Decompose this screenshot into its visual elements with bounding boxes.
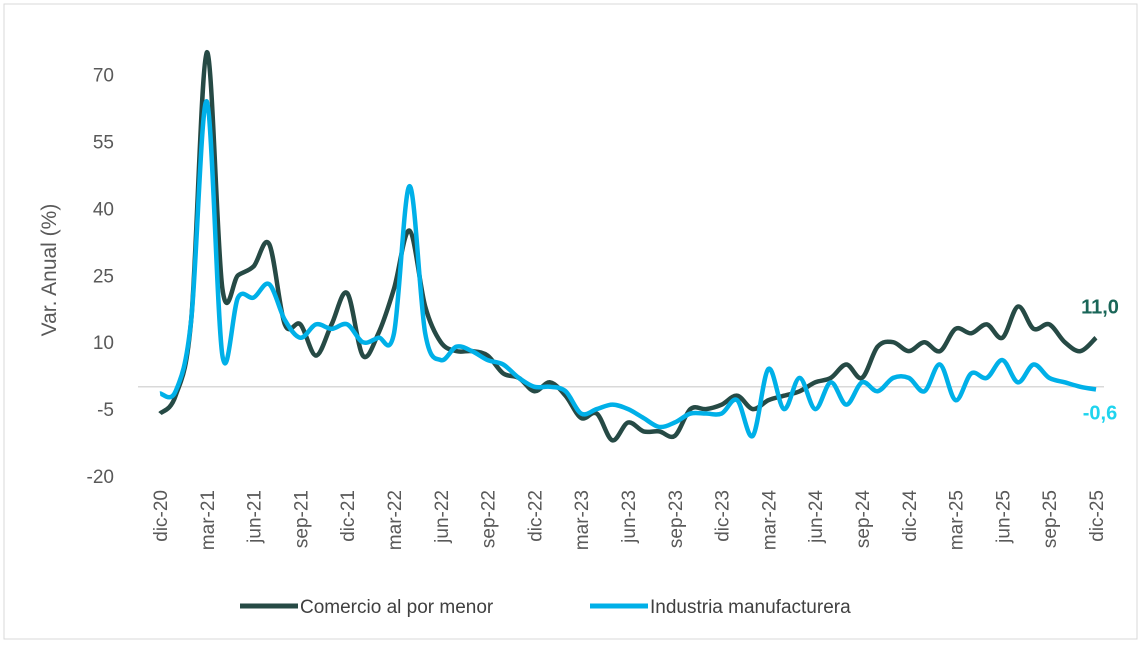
y-tick-label: -5 (97, 400, 114, 421)
x-tick-label: mar-21 (198, 490, 219, 550)
x-tick-label: jun-25 (993, 490, 1014, 544)
x-tick-label: mar-22 (385, 490, 406, 550)
x-tick-label: dic-23 (713, 490, 734, 542)
x-tick-label: mar-23 (572, 490, 593, 550)
x-tick-label: sep-21 (291, 490, 312, 548)
x-tick-label: sep-24 (853, 490, 874, 549)
x-tick-label: mar-25 (947, 490, 968, 550)
series-line (158, 50, 1098, 443)
legend-label: Industria manufacturera (650, 597, 851, 618)
y-axis-label: Var. Anual (%) (38, 204, 61, 337)
legend-label: Comercio al por menor (300, 597, 494, 618)
x-tick-label: dic-22 (525, 490, 546, 542)
y-tick-label: 10 (93, 333, 114, 354)
x-tick-label: mar-24 (759, 490, 780, 551)
y-tick-label: 25 (93, 266, 114, 287)
series-line (159, 99, 1097, 439)
x-tick-label: jun-21 (245, 490, 266, 544)
value-label: 11,0 (1081, 297, 1119, 319)
x-tick-label: jun-22 (432, 490, 453, 544)
y-tick-label: -20 (87, 467, 114, 488)
x-tick-label: jun-23 (619, 490, 640, 544)
y-tick-label: 70 (93, 66, 114, 87)
value-label: -0,6 (1083, 402, 1117, 424)
x-tick-label: dic-20 (151, 490, 172, 542)
y-tick-label: 55 (93, 133, 114, 154)
x-tick-label: dic-24 (900, 490, 921, 542)
x-tick-label: sep-22 (479, 490, 500, 548)
x-tick-label: sep-23 (666, 490, 687, 548)
x-tick-label: jun-24 (806, 490, 827, 544)
y-tick-label: 40 (93, 199, 114, 220)
x-tick-label: sep-25 (1040, 490, 1061, 548)
x-tick-label: dic-25 (1087, 490, 1108, 542)
x-tick-label: dic-21 (338, 490, 359, 542)
